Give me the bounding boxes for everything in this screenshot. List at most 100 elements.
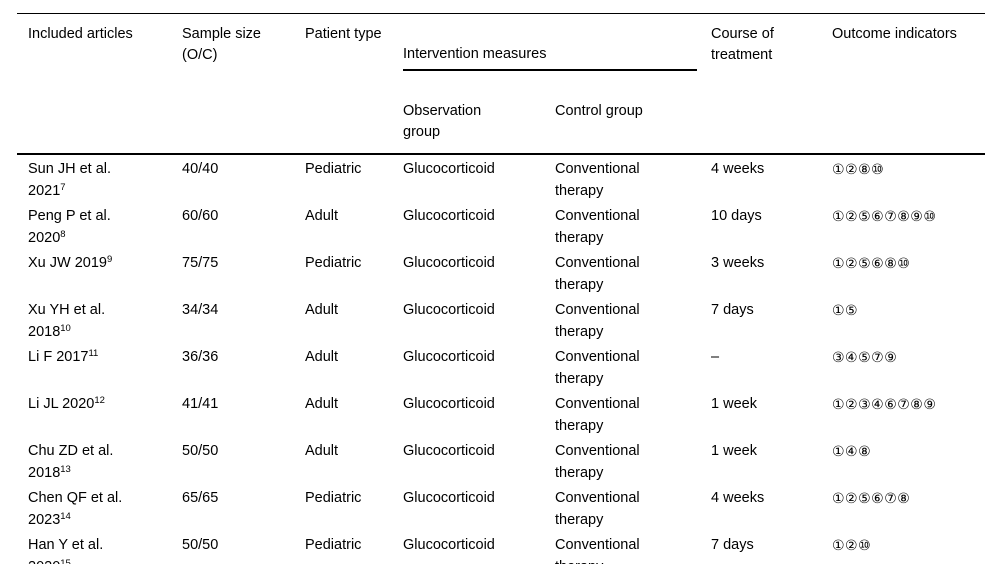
reference-superscript: 15: [60, 557, 71, 564]
table-row: Chen QF et al. 202314 65/65 Pediatric Gluco…: [17, 484, 985, 531]
cell-observation-group: Glucocorticoid: [403, 255, 495, 271]
article-citation: Chen QF et al. 2023: [28, 490, 123, 528]
cell-course-of-treatment: 4 weeks: [711, 161, 765, 177]
table-row: Li JL 202012 41/41 Adult Glucocorticoid Conv…: [17, 390, 985, 437]
cell-course-of-treatment: –: [711, 349, 720, 365]
cell-sample-size: 34/34: [182, 302, 219, 318]
cell-control-group: Conventional therapy: [555, 349, 640, 387]
article-citation: Sun JH et al. 2021: [28, 161, 112, 199]
col-header-sample-size: Sample size (O/C): [182, 26, 261, 63]
cell-observation-group: Glucocorticoid: [403, 396, 495, 412]
cell-observation-group: Glucocorticoid: [403, 349, 495, 365]
cell-sample-size: 41/41: [182, 396, 219, 412]
table-body: Sun JH et al. 20217 40/40 Pediatric Glucoco…: [17, 154, 985, 564]
article-citation: Li JL 2020: [28, 396, 95, 412]
article-citation: Chu ZD et al. 2018: [28, 443, 114, 481]
table-row: Li F 201711 36/36 Adult Glucocorticoid Conve…: [17, 343, 985, 390]
table-row: Han Y et al. 20201550/50PediatricGlucoco…: [17, 531, 985, 564]
cell-course-of-treatment: 1 week: [711, 396, 757, 412]
cell-article: Sun JH et al. 20217: [17, 154, 182, 202]
cell-observation-group: Glucocorticoid: [403, 161, 495, 177]
cell-sample-size: 65/65: [182, 490, 219, 506]
col-header-control-group: Control group: [555, 103, 643, 119]
cell-course-of-treatment: 1 week: [711, 443, 757, 459]
table-row: Xu JW 20199 75/75 Pediatric Glucocorticoid C…: [17, 249, 985, 296]
table-row: Xu YH et al. 201810 34/34 Adult Glucocortic…: [17, 296, 985, 343]
cell-observation-group: Glucocorticoid: [403, 302, 495, 318]
cell-patient-type: Adult: [305, 443, 339, 459]
article-citation: Xu JW 2019: [28, 255, 107, 271]
cell-patient-type: Pediatric: [305, 255, 362, 271]
cell-outcome-indicators: ①②⑤⑥⑦⑧: [832, 490, 911, 506]
reference-superscript: 11: [88, 348, 99, 359]
reference-superscript: 10: [60, 322, 71, 334]
cell-article: Xu YH et al. 201810: [17, 296, 182, 343]
table-header: Included articles Sample size (O/C) Pati…: [17, 14, 985, 154]
cell-article: Xu JW 20199: [17, 249, 182, 296]
cell-control-group: Conventional therapy: [555, 490, 640, 528]
reference-superscript: 7: [60, 181, 66, 193]
table-row: Chu ZD et al. 201813 50/50 Adult Glucocorti…: [17, 437, 985, 484]
cell-article: Chu ZD et al. 201813: [17, 437, 182, 484]
col-header-intervention-measures: Intervention measures: [403, 14, 711, 93]
cell-patient-type: Pediatric: [305, 537, 362, 553]
cell-sample-size: 40/40: [182, 161, 219, 177]
cell-observation-group: Glucocorticoid: [403, 537, 495, 553]
article-citation: Li F 2017: [28, 349, 89, 365]
cell-course-of-treatment: 7 days: [711, 302, 754, 318]
header-row-top: Included articles Sample size (O/C) Pati…: [17, 14, 985, 93]
cell-patient-type: Adult: [305, 349, 339, 365]
cell-patient-type: Pediatric: [305, 490, 362, 506]
reference-superscript: 9: [107, 254, 113, 265]
cell-outcome-indicators: ①⑤: [832, 302, 859, 318]
cell-outcome-indicators: ①②⑩: [832, 537, 872, 553]
cell-control-group: Conventional therapy: [555, 302, 640, 340]
cell-observation-group: Glucocorticoid: [403, 208, 495, 224]
article-citation: Xu YH et al. 2018: [28, 302, 106, 340]
cell-observation-group: Glucocorticoid: [403, 443, 495, 459]
cell-article: Li F 201711: [17, 343, 182, 390]
article-citation: Han Y et al. 2020: [28, 537, 104, 564]
cell-patient-type: Adult: [305, 302, 339, 318]
cell-patient-type: Adult: [305, 208, 339, 224]
cell-outcome-indicators: ①②③④⑥⑦⑧⑨: [832, 396, 937, 412]
table-row: Sun JH et al. 20217 40/40 Pediatric Glucoco…: [17, 154, 985, 202]
cell-article: Chen QF et al. 202314: [17, 484, 182, 531]
cell-course-of-treatment: 10 days: [711, 208, 762, 224]
cell-control-group: Conventional therapy: [555, 443, 640, 481]
cell-control-group: Conventional therapy: [555, 537, 640, 564]
cell-observation-group: Glucocorticoid: [403, 490, 495, 506]
col-header-patient-type: Patient type: [305, 26, 382, 42]
cell-course-of-treatment: 3 weeks: [711, 255, 765, 271]
cell-article: Peng P et al. 20208: [17, 202, 182, 249]
cell-outcome-indicators: ①②⑤⑥⑧⑩: [832, 255, 911, 271]
cell-sample-size: 36/36: [182, 349, 219, 365]
cell-sample-size: 60/60: [182, 208, 219, 224]
article-citation: Peng P et al. 2020: [28, 208, 111, 246]
cell-control-group: Conventional therapy: [555, 255, 640, 293]
reference-superscript: 13: [60, 463, 71, 475]
cell-control-group: Conventional therapy: [555, 396, 640, 434]
cell-outcome-indicators: ③④⑤⑦⑨: [832, 349, 898, 365]
cell-article: Li JL 202012: [17, 390, 182, 437]
cell-patient-type: Adult: [305, 396, 339, 412]
cell-sample-size: 75/75: [182, 255, 219, 271]
header-row-sub: Observation group Control group: [17, 92, 985, 154]
col-header-observation-group: Observation group: [403, 103, 482, 140]
cell-control-group: Conventional therapy: [555, 161, 640, 199]
cell-control-group: Conventional therapy: [555, 208, 640, 246]
included-studies-table: Included articles Sample size (O/C) Pati…: [17, 13, 985, 564]
reference-superscript: 14: [60, 510, 71, 522]
cell-sample-size: 50/50: [182, 537, 219, 553]
cell-sample-size: 50/50: [182, 443, 219, 459]
table-row: Peng P et al. 20208 60/60 Adult Glucocortic…: [17, 202, 985, 249]
reference-superscript: 8: [60, 228, 66, 240]
intervention-measures-label: Intervention measures: [403, 35, 697, 71]
cell-article: Han Y et al. 202015: [17, 531, 182, 564]
cell-patient-type: Pediatric: [305, 161, 362, 177]
cell-course-of-treatment: 4 weeks: [711, 490, 765, 506]
reference-superscript: 12: [94, 395, 105, 406]
col-header-course-of-treatment: Course of treatment: [711, 26, 774, 63]
